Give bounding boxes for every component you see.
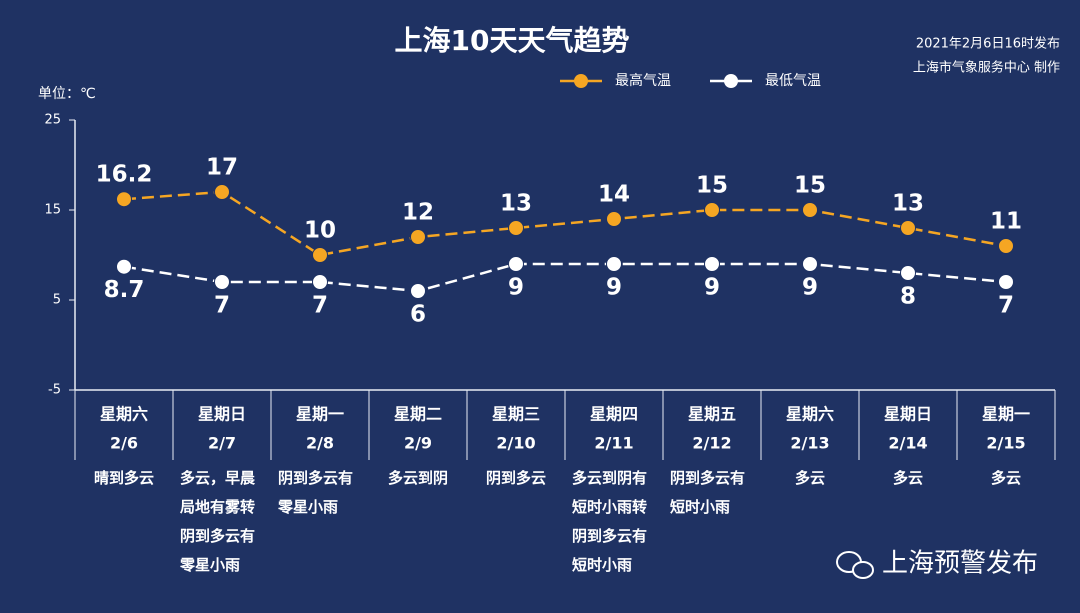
- legend-label: 最低气温: [765, 73, 821, 89]
- y-axis-label: 单位：℃: [38, 86, 96, 102]
- data-label: 7: [998, 293, 1014, 319]
- data-point: [312, 274, 328, 290]
- weather-text-line: 多云到阴有短时小雨转阴到多云有短时小雨: [572, 469, 648, 574]
- legend-label: 最高气温: [615, 72, 671, 89]
- data-label: 8: [900, 284, 916, 310]
- legend-marker: [574, 74, 588, 88]
- source: 2021年2月6日16时发布: [916, 36, 1060, 52]
- series-line: [123, 262, 1007, 293]
- data-point: [508, 220, 524, 236]
- weather-text-line: 多云: [990, 469, 1021, 487]
- data-label: 13: [500, 191, 532, 217]
- weekday-label: 星期一: [982, 405, 1030, 424]
- y-tick-label: 25: [44, 113, 61, 128]
- data-point: [900, 220, 916, 236]
- weather-text: 阴到多云: [467, 464, 565, 493]
- weather-text-line: 多云: [794, 469, 825, 487]
- data-point: [410, 283, 426, 299]
- weather-text-line: 多云，早晨局地有雾转阴到多云有零星小雨: [180, 469, 256, 574]
- data-label: 10: [304, 218, 336, 244]
- data-point: [214, 274, 230, 290]
- data-label: 14: [598, 182, 630, 208]
- weather-text: 多云，早晨局地有雾转阴到多云有零星小雨: [173, 464, 271, 580]
- weekday-label: 星期二: [394, 405, 442, 424]
- data-label: 9: [704, 275, 720, 301]
- data-label: 9: [508, 275, 524, 301]
- data-label: 13: [892, 191, 924, 217]
- weather-text-line: 晴到多云: [93, 469, 154, 487]
- weekday-label: 星期六: [100, 405, 148, 424]
- chart-title: 上海10天天气趋势: [395, 24, 630, 57]
- series-line: [123, 190, 1007, 257]
- data-point: [410, 229, 426, 245]
- x-tick-label: 2/12: [692, 434, 731, 453]
- weather-text: 多云: [859, 464, 957, 493]
- x-tick-label: 2/9: [404, 434, 432, 453]
- x-tick-label: 2/15: [986, 434, 1025, 453]
- data-point: [606, 256, 622, 272]
- x-tick-label: 2/7: [208, 434, 236, 453]
- legend-marker: [724, 74, 738, 88]
- data-label: 6: [410, 302, 426, 328]
- data-point: [900, 265, 916, 281]
- data-point: [998, 274, 1014, 290]
- data-label: 15: [696, 173, 728, 199]
- data-point: [802, 202, 818, 218]
- x-tick-label: 2/10: [496, 434, 535, 453]
- weekday-label: 星期五: [688, 405, 736, 424]
- weather-text-line: 阴到多云: [485, 469, 546, 487]
- data-label: 12: [402, 200, 434, 226]
- data-point: [802, 256, 818, 272]
- data-point: [704, 202, 720, 218]
- weekday-label: 星期四: [590, 405, 638, 424]
- weather-text-line: 多云到阴: [387, 469, 448, 487]
- weather-text-line: 多云: [892, 469, 923, 487]
- data-point: [704, 256, 720, 272]
- watermark-icon: [836, 551, 874, 579]
- x-tick-label: 2/8: [306, 434, 334, 453]
- weekday-label: 星期三: [492, 405, 540, 424]
- x-tick-label: 2/6: [110, 434, 138, 453]
- data-label: 8.7: [104, 277, 145, 303]
- x-tick-label: 2/14: [888, 434, 927, 453]
- weather-text: 多云: [957, 464, 1055, 493]
- weather-text: 多云到阴有短时小雨转阴到多云有短时小雨: [565, 464, 663, 580]
- data-point: [606, 211, 622, 227]
- weekday-label: 星期日: [198, 405, 246, 424]
- data-point: [116, 258, 132, 275]
- weekday-label: 星期日: [884, 405, 932, 424]
- y-tick-label: 5: [53, 293, 61, 308]
- data-point: [214, 184, 230, 200]
- weather-text: 晴到多云: [75, 464, 173, 493]
- data-point: [998, 238, 1014, 254]
- data-label: 17: [206, 155, 238, 181]
- data-label: 9: [606, 275, 622, 301]
- x-tick-label: 2/11: [594, 434, 633, 453]
- y-tick-label: -5: [48, 383, 61, 398]
- weather-text: 阴到多云有零星小雨: [271, 464, 369, 522]
- data-label: 16.2: [96, 162, 153, 188]
- x-tick-label: 2/13: [790, 434, 829, 453]
- data-point: [312, 247, 328, 263]
- weather-text: 多云到阴: [369, 464, 467, 493]
- data-label: 7: [312, 293, 328, 319]
- weather-text-line: 阴到多云有零星小雨: [278, 469, 354, 516]
- source: 上海市气象服务中心 制作: [913, 60, 1060, 76]
- y-tick-label: 15: [44, 203, 61, 218]
- data-label: 7: [214, 293, 230, 319]
- watermark: 上海预警发布: [882, 549, 1038, 579]
- data-label: 11: [990, 209, 1022, 235]
- data-point: [508, 256, 524, 272]
- weather-text-line: 阴到多云有短时小雨: [670, 469, 746, 516]
- weekday-label: 星期一: [296, 405, 344, 424]
- weather-text: 多云: [761, 464, 859, 493]
- data-point: [116, 191, 132, 208]
- data-label: 9: [802, 275, 818, 301]
- weather-text: 阴到多云有短时小雨: [663, 464, 761, 522]
- data-label: 15: [794, 173, 826, 199]
- weekday-label: 星期六: [786, 405, 834, 424]
